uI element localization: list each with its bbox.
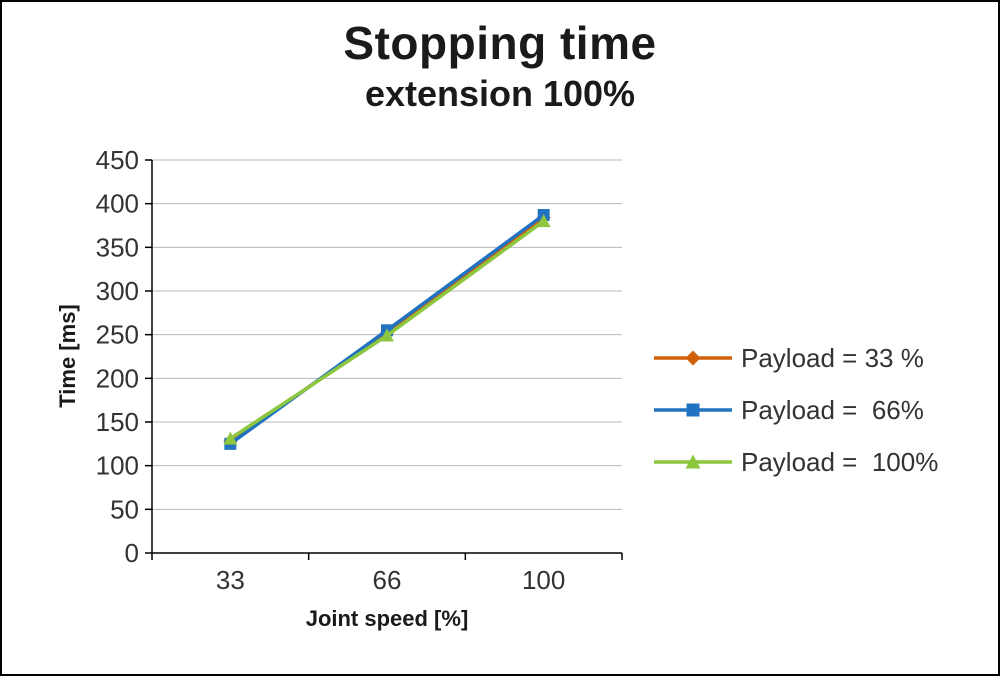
legend-label: Payload = 66% (741, 394, 924, 425)
y-tick-label: 350 (96, 232, 139, 262)
y-tick-label: 300 (96, 276, 139, 306)
square-marker-icon (686, 403, 700, 417)
tick-labels: 0 50 100 150 200 250 300 350 400 450 33 66 100 (96, 145, 566, 595)
x-tick-label: 66 (373, 565, 402, 595)
gridlines (152, 159, 622, 510)
x-tick-label: 33 (216, 565, 245, 595)
legend-item-1: Payload = 33 % (654, 332, 938, 384)
y-tick-label: 150 (96, 407, 139, 437)
x-tick-label: 100 (522, 565, 565, 595)
series-3 (223, 214, 551, 445)
y-tick-label: 250 (96, 320, 139, 350)
legend-square-swatch-icon (654, 403, 732, 417)
legend-label: Payload = 100% (741, 446, 939, 477)
triangle-marker-icon (380, 328, 394, 342)
y-tick-label: 200 (96, 363, 139, 393)
chart-header: Stopping time extension 100% (2, 18, 998, 114)
triangle-marker-icon (536, 214, 551, 228)
x-axis-title: Joint speed [%] (305, 606, 469, 631)
legend-item-3: Payload = 100% (654, 436, 938, 488)
legend-triangle-swatch-icon (654, 454, 732, 469)
y-tick-label: 100 (96, 451, 139, 481)
y-axis-title: Time [ms] (55, 304, 80, 408)
legend-item-2: Payload = 66% (654, 384, 938, 436)
chart-subtitle: extension 100% (364, 72, 636, 114)
axes (145, 159, 623, 560)
triangle-marker-icon (223, 431, 238, 445)
legend-label: Payload = 33 % (741, 342, 924, 373)
triangle-marker-icon (685, 454, 701, 469)
diamond-marker-icon (685, 350, 701, 366)
y-tick-label: 0 (125, 538, 139, 568)
legend-diamond-swatch-icon (654, 350, 732, 366)
y-tick-label: 400 (96, 189, 139, 219)
chart-title: Stopping time (343, 17, 657, 69)
y-tick-label: 450 (96, 145, 139, 175)
y-tick-label: 50 (110, 494, 139, 524)
legend: Payload = 33 % Payload = 66% Payload = 100… (654, 332, 938, 488)
